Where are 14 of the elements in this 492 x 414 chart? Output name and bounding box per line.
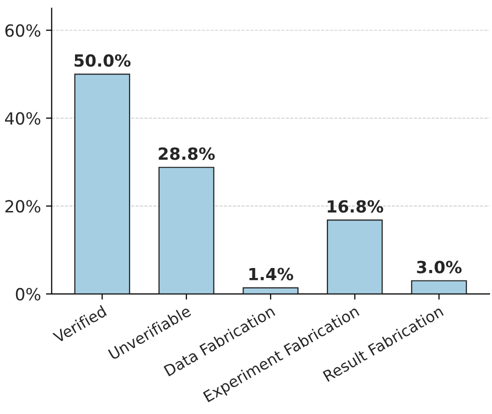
data-label: 1.4% [249, 268, 294, 280]
bar [158, 166, 214, 294]
y-tick-label: 0% [16, 288, 40, 301]
y-tick-label: 40% [5, 112, 40, 125]
bar [411, 280, 467, 294]
bar [242, 287, 299, 294]
data-label: 28.8% [158, 147, 215, 160]
data-label: 16.8% [328, 200, 384, 213]
bar [326, 220, 383, 294]
bar [74, 74, 130, 294]
data-label: 50.0% [74, 54, 131, 67]
y-tick-label: 60% [5, 24, 40, 37]
y-tick-label: 20% [5, 200, 40, 213]
data-label: 3.0% [417, 260, 462, 274]
